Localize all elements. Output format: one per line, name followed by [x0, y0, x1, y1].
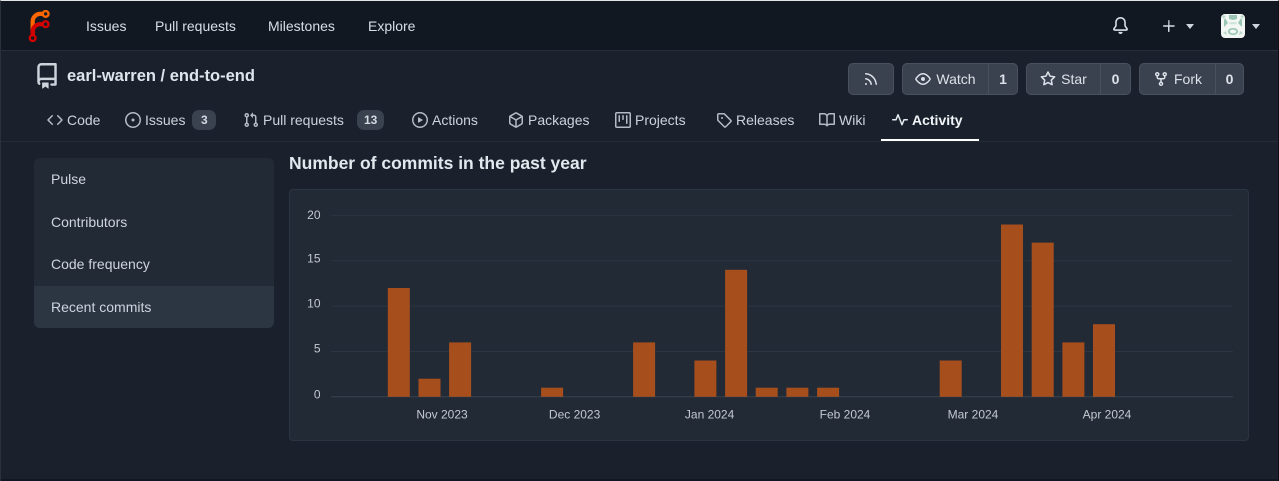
svg-text:20: 20 — [307, 208, 321, 222]
svg-text:10: 10 — [307, 297, 321, 311]
svg-text:0: 0 — [314, 388, 321, 402]
svg-text:Feb 2024: Feb 2024 — [820, 408, 871, 422]
svg-text:Jan 2024: Jan 2024 — [685, 408, 735, 422]
svg-text:5: 5 — [314, 341, 321, 355]
svg-text:Dec 2023: Dec 2023 — [549, 408, 601, 422]
svg-text:Mar 2024: Mar 2024 — [948, 408, 999, 422]
svg-text:Apr 2024: Apr 2024 — [1083, 408, 1132, 422]
svg-text:15: 15 — [307, 252, 321, 266]
svg-text:Nov 2023: Nov 2023 — [416, 408, 468, 422]
